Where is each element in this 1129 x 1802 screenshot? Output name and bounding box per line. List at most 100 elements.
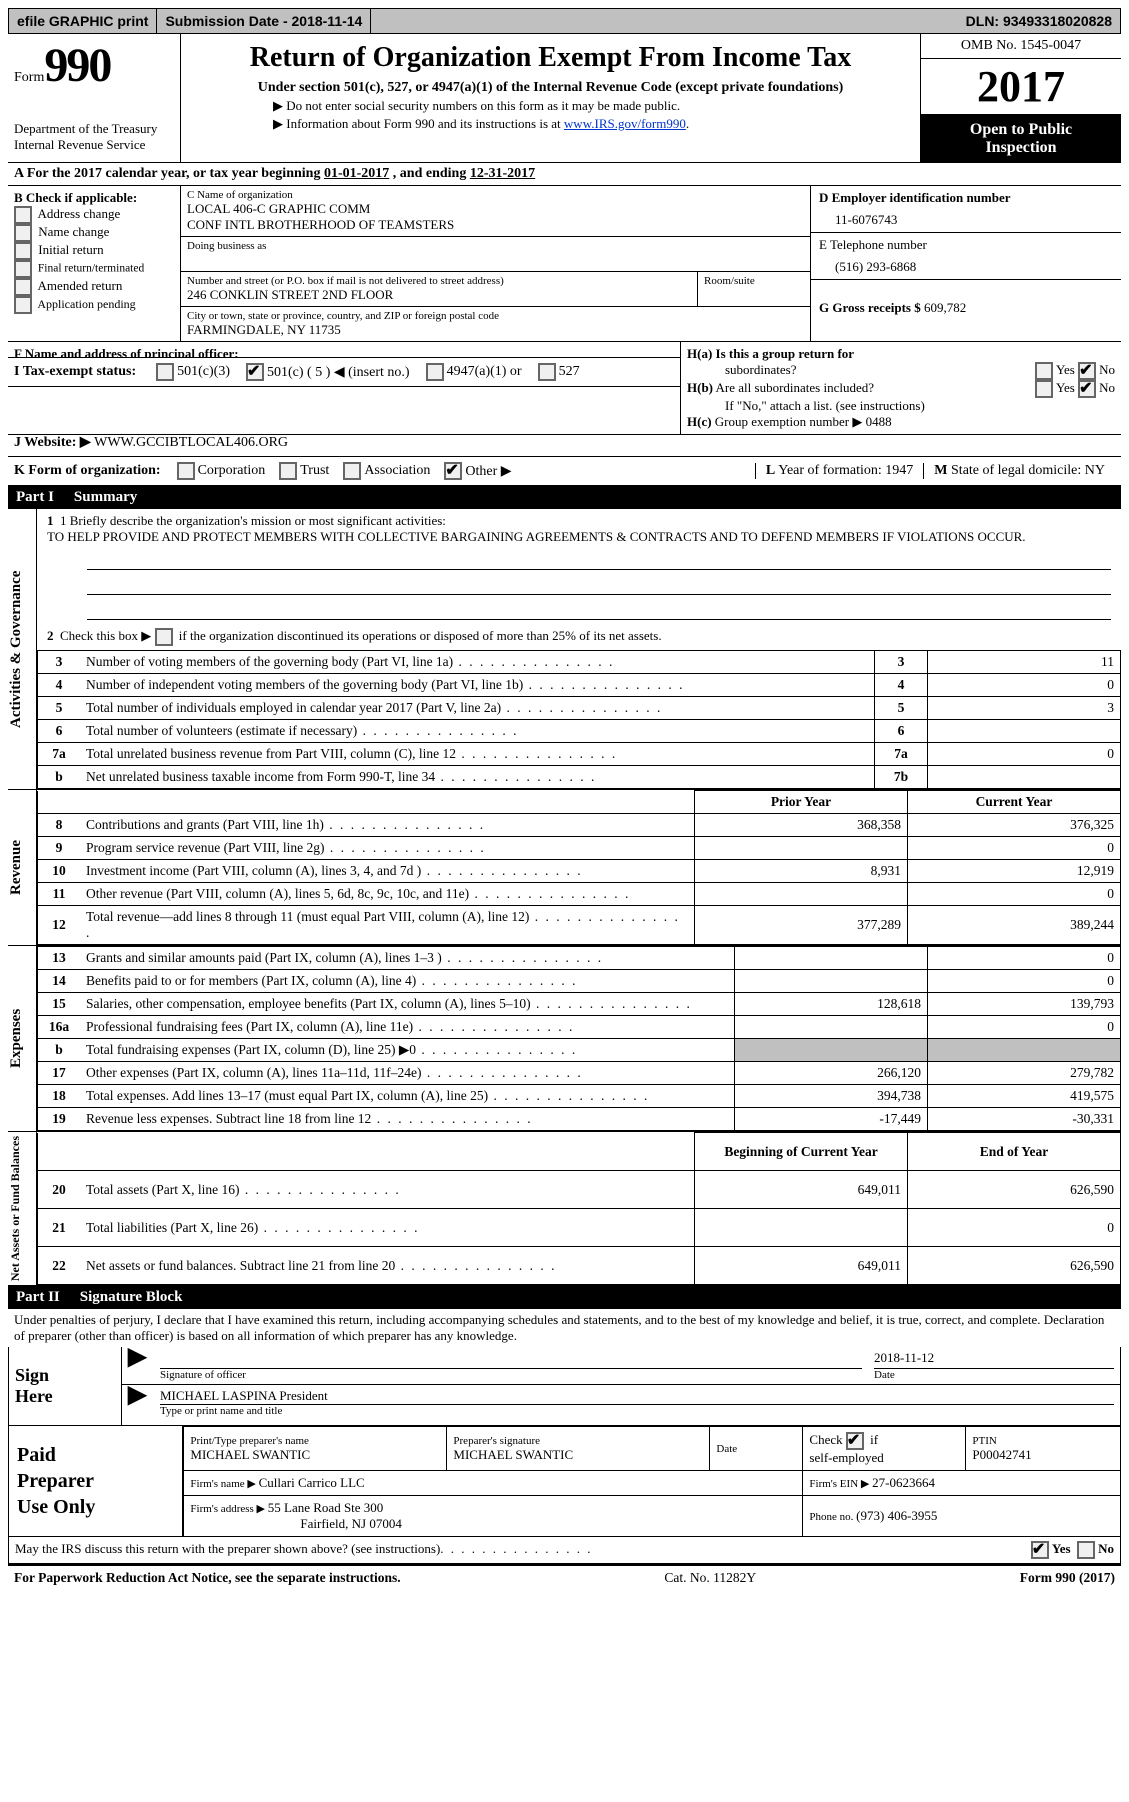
governance-table: 3Number of voting members of the governi… bbox=[37, 650, 1121, 789]
addr-label: Number and street (or P.O. box if mail i… bbox=[187, 275, 691, 287]
table-row: 12Total revenue—add lines 8 through 11 (… bbox=[38, 906, 1121, 945]
phone-cell: E Telephone number (516) 293-6868 bbox=[811, 233, 1121, 280]
blank-line bbox=[87, 599, 1111, 620]
527-label: 527 bbox=[559, 364, 580, 380]
corp-label: Corporation bbox=[198, 463, 266, 479]
side-label-net: Net Assets or Fund Balances bbox=[8, 1132, 37, 1285]
form-word: Form bbox=[14, 70, 44, 85]
table-row: 9Program service revenue (Part VIII, lin… bbox=[38, 837, 1121, 860]
hb-no-checkbox[interactable] bbox=[1078, 380, 1096, 398]
cb-initial-return[interactable]: Initial return bbox=[14, 242, 174, 260]
table-row: 11Other revenue (Part VIII, column (A), … bbox=[38, 883, 1121, 906]
efile-print-button[interactable]: efile GRAPHIC print bbox=[9, 9, 157, 33]
gross-receipts: 609,782 bbox=[924, 300, 966, 315]
table-row: 13Grants and similar amounts paid (Part … bbox=[38, 947, 1121, 970]
i-label: I Tax-exempt status: bbox=[14, 364, 136, 380]
principal-officer: F Name and address of principal officer: bbox=[8, 342, 681, 434]
side-label-gov: Activities & Governance bbox=[8, 509, 37, 789]
table-row: 18Total expenses. Add lines 13–17 (must … bbox=[38, 1085, 1121, 1108]
cb-other[interactable] bbox=[444, 462, 462, 480]
open-line2: Inspection bbox=[985, 139, 1056, 156]
yes-label: Yes bbox=[1056, 362, 1075, 377]
city-label: City or town, state or province, country… bbox=[187, 310, 804, 322]
open-to-public: Open to Public Inspection bbox=[921, 115, 1121, 162]
ha-sub: subordinates? bbox=[687, 362, 796, 380]
paid-preparer-label: PaidPreparerUse Only bbox=[8, 1426, 183, 1537]
open-line1: Open to Public bbox=[970, 121, 1072, 138]
submission-label: Submission Date - bbox=[165, 13, 291, 29]
cb-discontinued[interactable] bbox=[155, 628, 173, 646]
yes-label: Yes bbox=[1052, 1541, 1071, 1559]
paid-preparer-block: PaidPreparerUse Only Print/Type preparer… bbox=[8, 1426, 1121, 1537]
hb-note: If "No," attach a list. (see instruction… bbox=[687, 398, 1115, 414]
no-label: No bbox=[1099, 362, 1115, 377]
side-label-exp: Expenses bbox=[8, 946, 37, 1131]
dept-treasury: Department of the Treasury bbox=[14, 121, 174, 137]
cb-501c[interactable] bbox=[246, 363, 264, 381]
cb-trust[interactable] bbox=[279, 462, 297, 480]
ein-value: 11-6076743 bbox=[819, 206, 1113, 228]
dba-cell: Doing business as bbox=[181, 237, 810, 272]
form-header: Form990 Department of the Treasury Inter… bbox=[8, 34, 1121, 163]
cb-association[interactable] bbox=[343, 462, 361, 480]
info-line: ▶ Information about Form 990 and its ins… bbox=[193, 116, 908, 132]
sign-here-block: SignHere ▶ Signature of officer 2018-11-… bbox=[8, 1347, 1121, 1426]
expenses-section: Expenses 13Grants and similar amounts pa… bbox=[8, 946, 1121, 1132]
cb-label: Initial return bbox=[38, 242, 103, 257]
ein-label: D Employer identification number bbox=[819, 190, 1113, 206]
header-right: OMB No. 1545-0047 2017 Open to Public In… bbox=[920, 34, 1121, 163]
table-row: 4Number of independent voting members of… bbox=[38, 674, 1121, 697]
arrow-icon: ▶ bbox=[122, 1347, 154, 1384]
section-bcd: B Check if applicable: Address change Na… bbox=[8, 186, 1121, 342]
room-label: Room/suite bbox=[704, 275, 804, 287]
other-label: Other ▶ bbox=[465, 463, 511, 480]
table-row: 22Net assets or fund balances. Subtract … bbox=[38, 1247, 1121, 1285]
part-i-title: Summary bbox=[74, 489, 137, 506]
line-1: 1 1 Briefly describe the organization's … bbox=[37, 509, 1121, 549]
no-label: No bbox=[1099, 380, 1115, 395]
cb-label: Name change bbox=[38, 224, 109, 239]
no-label: No bbox=[1098, 1541, 1114, 1559]
form-subtitle: Under section 501(c), 527, or 4947(a)(1)… bbox=[193, 80, 908, 96]
discuss-yes-checkbox[interactable] bbox=[1031, 1541, 1049, 1559]
ssn-warning: ▶ Do not enter social security numbers o… bbox=[193, 98, 908, 114]
cb-4947[interactable] bbox=[426, 363, 444, 381]
j-label: J Website: ▶ bbox=[14, 434, 91, 451]
dept-irs: Internal Revenue Service bbox=[14, 137, 174, 153]
hb-yes-checkbox[interactable] bbox=[1035, 380, 1053, 398]
cb-self-employed[interactable] bbox=[846, 1432, 864, 1450]
table-row: 10Investment income (Part VIII, column (… bbox=[38, 860, 1121, 883]
submission-date: Submission Date - 2018-11-14 bbox=[157, 9, 371, 33]
gross-cell: G Gross receipts $ 609,782 bbox=[811, 280, 1121, 332]
cb-final-return[interactable]: Final return/terminated bbox=[14, 260, 174, 278]
col-b-checkboxes: B Check if applicable: Address change Na… bbox=[8, 186, 181, 341]
header-center: Return of Organization Exempt From Incom… bbox=[181, 34, 920, 163]
org-name-1: LOCAL 406-C GRAPHIC COMM bbox=[187, 201, 804, 217]
cb-corporation[interactable] bbox=[177, 462, 195, 480]
k-label: K Form of organization: bbox=[14, 463, 161, 479]
cb-label: Amended return bbox=[38, 278, 123, 293]
perjury-declaration: Under penalties of perjury, I declare th… bbox=[8, 1309, 1121, 1347]
ein-cell: D Employer identification number 11-6076… bbox=[811, 186, 1121, 233]
col-d: D Employer identification number 11-6076… bbox=[810, 186, 1121, 341]
firm-addr1: 55 Lane Road Ste 300 bbox=[268, 1500, 384, 1515]
ha-yes-checkbox[interactable] bbox=[1035, 362, 1053, 380]
firm-addr2: Fairfield, NJ 07004 bbox=[190, 1516, 401, 1531]
part-ii-title: Signature Block bbox=[80, 1289, 183, 1306]
phone-value: (516) 293-6868 bbox=[819, 253, 1113, 275]
cb-name-change[interactable]: Name change bbox=[14, 224, 174, 242]
cb-application-pending[interactable]: Application pending bbox=[14, 296, 174, 314]
firm-addr-label: Firm's address ▶ bbox=[190, 1503, 267, 1515]
ha-label: H(a) Is this a group return for bbox=[687, 346, 854, 361]
row-i-tax-status: I Tax-exempt status: 501(c)(3) 501(c) ( … bbox=[8, 357, 680, 387]
cb-amended-return[interactable]: Amended return bbox=[14, 278, 174, 296]
sign-here-label: SignHere bbox=[9, 1347, 122, 1425]
org-name-2: CONF INTL BROTHERHOOD OF TEAMSTERS bbox=[187, 217, 804, 233]
omb-number: OMB No. 1545-0047 bbox=[921, 34, 1121, 59]
cb-527[interactable] bbox=[538, 363, 556, 381]
officer-name: MICHAEL LASPINA President bbox=[160, 1388, 1114, 1405]
discuss-no-checkbox[interactable] bbox=[1077, 1541, 1095, 1559]
cb-501c3[interactable] bbox=[156, 363, 174, 381]
cb-address-change[interactable]: Address change bbox=[14, 206, 174, 224]
irs-link[interactable]: www.IRS.gov/form990 bbox=[564, 116, 686, 131]
